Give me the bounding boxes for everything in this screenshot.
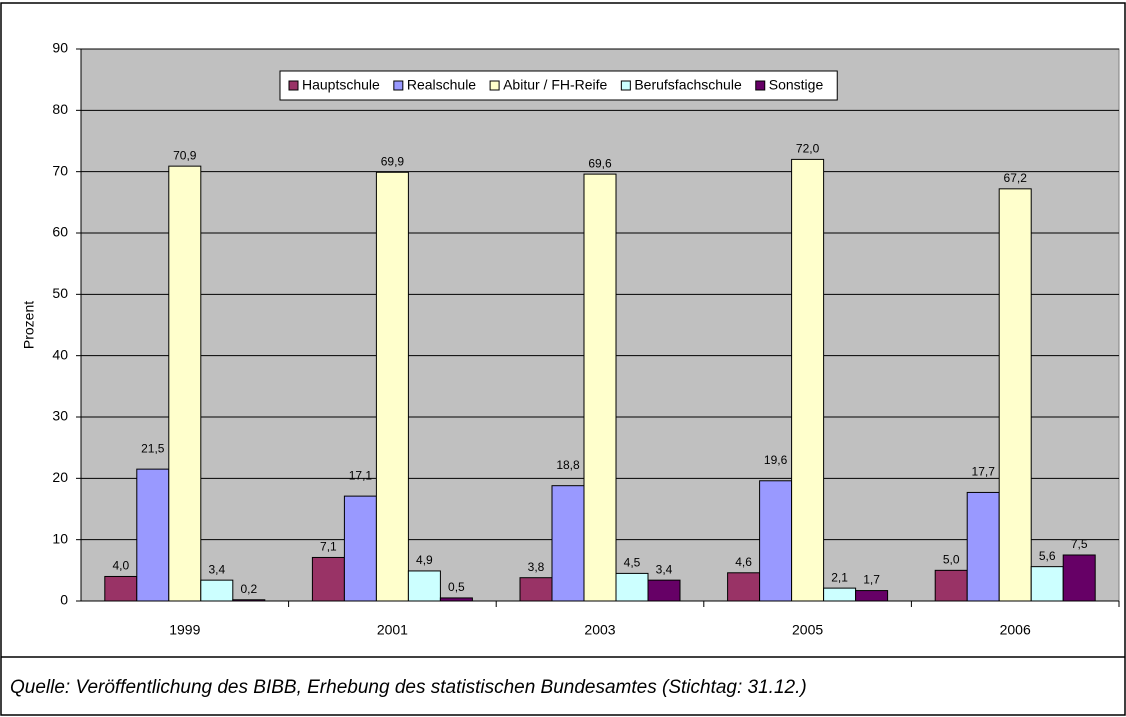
bar <box>583 173 617 602</box>
bar <box>136 468 170 602</box>
value-label: 69,9 <box>381 154 405 168</box>
legend-swatch <box>755 80 766 91</box>
y-tick-label: 60 <box>52 224 68 240</box>
x-tick-label: 2006 <box>1000 622 1031 638</box>
value-label: 3,4 <box>656 562 673 576</box>
value-label: 69,6 <box>588 156 612 170</box>
bar <box>727 572 761 602</box>
bar <box>966 491 1000 602</box>
y-tick-label: 10 <box>52 530 68 546</box>
bar <box>1030 566 1064 602</box>
bar <box>759 480 793 602</box>
value-label: 4,5 <box>624 556 641 570</box>
value-label: 67,2 <box>1004 171 1028 185</box>
y-tick-label: 0 <box>60 592 68 608</box>
value-label: 18,8 <box>556 458 580 472</box>
legend-label: Hauptschule <box>302 77 380 93</box>
bar <box>311 556 345 602</box>
value-label: 5,0 <box>943 553 960 567</box>
value-label: 3,4 <box>208 562 225 576</box>
value-label: 5,6 <box>1039 549 1056 563</box>
legend-swatch <box>489 80 500 91</box>
bar <box>407 570 441 602</box>
bar <box>200 579 234 602</box>
value-label: 17,7 <box>972 465 996 479</box>
x-tick-label: 2003 <box>584 622 615 638</box>
bar <box>343 495 377 602</box>
x-tick-label: 1999 <box>169 622 200 638</box>
bar <box>104 575 138 602</box>
bar <box>519 577 553 602</box>
y-tick-label: 20 <box>52 469 68 485</box>
x-tick-label: 2001 <box>377 622 408 638</box>
y-axis-label: Prozent <box>21 301 37 349</box>
value-label: 72,0 <box>796 142 820 156</box>
legend-label: Sonstige <box>769 77 824 93</box>
value-label: 0,5 <box>448 580 465 594</box>
legend-label: Abitur / FH-Reife <box>503 77 607 93</box>
bar <box>823 587 857 602</box>
value-label: 70,9 <box>173 148 197 162</box>
legend-swatch <box>620 80 631 91</box>
bar <box>168 165 202 602</box>
legend <box>279 70 838 101</box>
value-label: 4,6 <box>735 555 752 569</box>
value-label: 19,6 <box>764 453 788 467</box>
value-label: 4,9 <box>416 553 433 567</box>
legend-label: Berufsfachschule <box>634 77 742 93</box>
value-label: 21,5 <box>141 441 165 455</box>
bar <box>647 579 681 602</box>
value-label: 0,2 <box>240 582 257 596</box>
value-label: 7,5 <box>1071 537 1088 551</box>
value-label: 4,0 <box>112 559 129 573</box>
legend-swatch <box>288 80 299 91</box>
x-tick-label: 2005 <box>792 622 823 638</box>
bar <box>375 171 409 602</box>
bar <box>998 188 1032 602</box>
value-label: 1,7 <box>863 573 880 587</box>
bar <box>791 158 825 602</box>
value-label: 3,8 <box>528 560 545 574</box>
bar <box>1062 554 1096 602</box>
legend-label: Realschule <box>407 77 476 93</box>
value-label: 7,1 <box>320 540 337 554</box>
legend-swatch <box>393 80 404 91</box>
value-label: 2,1 <box>831 570 848 584</box>
y-tick-label: 70 <box>52 162 68 178</box>
y-tick-label: 50 <box>52 285 68 301</box>
bar <box>934 569 968 602</box>
y-tick-label: 30 <box>52 408 68 424</box>
y-tick-label: 40 <box>52 346 68 362</box>
y-tick-label: 80 <box>52 101 68 117</box>
bar <box>615 572 649 602</box>
bar <box>855 590 889 602</box>
value-label: 17,1 <box>349 468 373 482</box>
y-tick-label: 90 <box>52 40 68 56</box>
bar <box>551 485 585 602</box>
caption: Quelle: Veröffentlichung des BIBB, Erheb… <box>10 677 807 698</box>
